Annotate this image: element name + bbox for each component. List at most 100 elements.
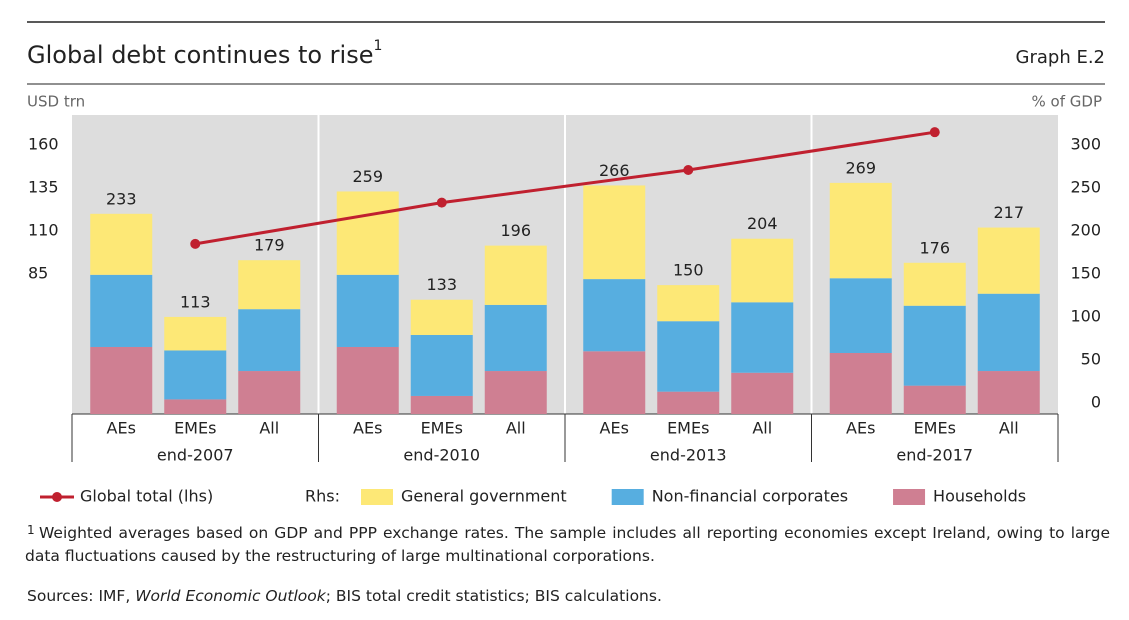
bar-segment — [164, 316, 227, 351]
bar-segment — [731, 238, 794, 303]
bar-segment — [657, 321, 720, 392]
footnote-box: Weighted averages based on GDP and PPP e… — [25, 524, 1110, 565]
total-label: 266 — [599, 161, 630, 180]
total-label: 179 — [254, 236, 285, 255]
bar-segment — [829, 278, 892, 353]
bar-segment — [484, 304, 547, 372]
total-label: 133 — [426, 275, 457, 294]
bar-segment — [410, 395, 473, 414]
x-tick-label: AEs — [107, 419, 136, 438]
y2-tick-label: 250 — [1070, 178, 1101, 197]
total-label: 196 — [500, 221, 531, 240]
y2-tick-label: 100 — [1070, 307, 1101, 326]
legend-label: Non-financial corporates — [652, 487, 848, 506]
bar-segment — [829, 182, 892, 279]
legend-label: Households — [933, 487, 1026, 506]
x-tick-label: EMEs — [174, 419, 216, 438]
footnote-marker: 1 — [27, 523, 35, 537]
title-text: Global debt continues to rise — [27, 41, 373, 69]
y2-tick-label: 200 — [1070, 221, 1101, 240]
bar-segment — [977, 293, 1040, 372]
bar-segment — [90, 346, 153, 414]
bar-segment — [238, 260, 301, 310]
total-label: 269 — [845, 158, 876, 177]
bar-segment — [903, 305, 966, 386]
y2-tick-label: 150 — [1070, 264, 1101, 283]
group-label: end-2010 — [403, 446, 480, 465]
x-tick-label: All — [506, 419, 526, 438]
y2-tick-label: 50 — [1081, 350, 1101, 369]
bar-segment — [583, 185, 646, 280]
graph-label: Graph E.2 — [1016, 47, 1105, 68]
group-label: end-2007 — [157, 446, 234, 465]
x-tick-label: All — [752, 419, 772, 438]
legend-swatch — [361, 489, 393, 505]
y2-tick-label: 0 — [1091, 393, 1101, 412]
group-label: end-2017 — [896, 446, 973, 465]
total-label: 176 — [919, 238, 950, 257]
y2-tick-label: 300 — [1070, 135, 1101, 154]
total-label: 150 — [673, 261, 704, 280]
legend-label: General government — [401, 487, 567, 506]
bar-segment — [238, 309, 301, 372]
x-tick-label: AEs — [353, 419, 382, 438]
x-tick-label: All — [999, 419, 1019, 438]
bar-segment — [903, 262, 966, 306]
bar-segment — [164, 350, 227, 400]
bar-segment — [410, 334, 473, 396]
y-axis-label: USD trn — [27, 93, 85, 111]
total-label: 113 — [180, 292, 211, 311]
line-point — [190, 238, 201, 249]
total-label: 204 — [747, 214, 778, 233]
bar-segment — [484, 245, 547, 305]
y-tick-label: 85 — [28, 264, 48, 283]
bar-segment — [731, 302, 794, 373]
x-tick-label: AEs — [846, 419, 875, 438]
bar-segment — [583, 279, 646, 352]
x-tick-label: AEs — [600, 419, 629, 438]
footnote-text: Weighted averages based on GDP and PPP e… — [25, 524, 1110, 565]
legend-marker — [52, 492, 62, 502]
legend-label: Global total (lhs) — [80, 487, 213, 506]
bar-segment — [731, 372, 794, 414]
sources-italic: World Economic Outlook — [135, 587, 327, 605]
y2-axis-label: % of GDP — [1032, 93, 1102, 111]
bar-segment — [410, 299, 473, 335]
total-label: 233 — [106, 189, 137, 208]
x-tick-label: All — [259, 419, 279, 438]
bar-segment — [977, 227, 1040, 294]
sources: Sources: IMF, World Economic Outlook; BI… — [27, 587, 662, 605]
y-tick-label: 135 — [28, 178, 59, 197]
bar-segment — [903, 385, 966, 414]
group-label: end-2013 — [650, 446, 727, 465]
y-tick-label: 110 — [28, 221, 59, 240]
total-label: 217 — [993, 203, 1024, 222]
line-point — [436, 197, 447, 208]
bar-segment — [164, 399, 227, 414]
bar-segment — [238, 371, 301, 414]
bar-segment — [657, 391, 720, 414]
bar-segment — [336, 191, 399, 275]
total-label: 259 — [352, 167, 383, 186]
x-tick-label: EMEs — [914, 419, 956, 438]
bar-segment — [90, 213, 153, 275]
title-footnote-marker: 1 — [373, 38, 382, 54]
bar-segment — [336, 274, 399, 347]
chart-title: Global debt continues to rise1 — [27, 38, 382, 69]
sources-text: Sources: IMF, — [27, 587, 135, 605]
bar-segment — [829, 352, 892, 414]
bar-segment — [484, 371, 547, 414]
footnote: 1 — [27, 523, 35, 537]
legend-swatch — [611, 489, 644, 505]
legend-rhs-label: Rhs: — [305, 487, 340, 506]
x-tick-label: EMEs — [421, 419, 463, 438]
bar-segment — [336, 346, 399, 414]
sources-text: ; BIS total credit statistics; BIS calcu… — [326, 587, 662, 605]
plot: end-2007 end-2010 end-2013 end-2017 AEs EMEs A… — [28, 115, 1101, 506]
x-tick-label: EMEs — [667, 419, 709, 438]
bar-segment — [977, 371, 1040, 414]
bar-segment — [657, 285, 720, 322]
legend-swatch — [893, 489, 926, 505]
